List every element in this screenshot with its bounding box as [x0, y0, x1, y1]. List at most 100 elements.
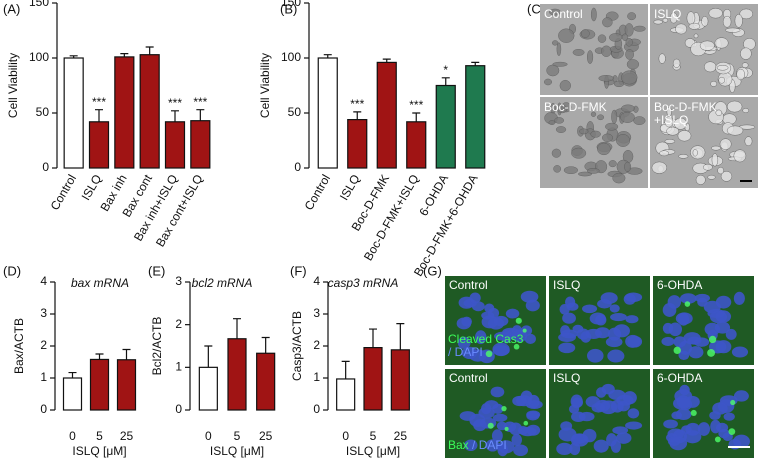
nucleus [697, 422, 711, 436]
bar [406, 121, 427, 169]
x-tick-label: 0 [205, 429, 212, 443]
stain-spot [730, 399, 736, 406]
cell-blob [633, 116, 646, 126]
y-tick-label: 3 [313, 306, 320, 320]
bar [227, 338, 247, 411]
x-tick-label: 5 [370, 429, 377, 443]
y-tick-label: 150 [281, 0, 301, 9]
cell-blob [616, 134, 631, 147]
cell-blob [597, 142, 611, 156]
stain-spot [523, 420, 529, 426]
cell-blob [734, 13, 743, 28]
micrograph-label: +ISLQ [654, 113, 688, 127]
bar [139, 54, 160, 169]
micrograph-label: Boc-D-FMK [544, 100, 607, 114]
cell-blob [664, 139, 676, 144]
x-axis-label: ISLQ [μM] [72, 444, 126, 458]
bar [435, 84, 456, 169]
cell-blob [601, 133, 614, 142]
nucleus [492, 413, 508, 422]
error-bar [196, 109, 205, 121]
nucleus [673, 336, 687, 348]
cell-blob [577, 171, 593, 177]
bar [347, 118, 368, 169]
nucleus [513, 444, 529, 457]
stain-spot [487, 422, 494, 429]
y-axis-label: Bcl2/ACTB [150, 317, 164, 376]
cell-blob [621, 104, 635, 113]
nucleus [456, 317, 472, 330]
nucleus [683, 332, 701, 345]
bar [114, 56, 135, 169]
error-bar [69, 55, 78, 58]
chart-title: bcl2 mRNA [192, 276, 253, 290]
nucleus [525, 299, 540, 312]
x-tick-label: 5 [96, 429, 103, 443]
cell-blob [717, 166, 724, 175]
error-bar [369, 328, 377, 348]
nucleus [733, 291, 745, 305]
cell-blob [597, 34, 607, 43]
cell-blob [739, 8, 754, 20]
nucleus [461, 346, 478, 360]
nucleus [609, 304, 620, 313]
cell-blob [613, 80, 625, 88]
nucleus [697, 297, 708, 307]
nucleus [526, 411, 540, 421]
error-bar [471, 61, 480, 66]
nucleus [731, 346, 749, 358]
bar [256, 352, 276, 411]
nucleus [497, 443, 508, 457]
stain-spot [690, 409, 697, 416]
image-label: Control [449, 371, 488, 385]
cell-blob [555, 126, 567, 133]
nucleus [570, 394, 583, 409]
error-bar [145, 46, 154, 55]
nucleus [491, 429, 503, 443]
nucleus [576, 328, 590, 340]
nucleus [688, 346, 704, 359]
nucleus [610, 313, 627, 322]
bar [88, 121, 110, 169]
y-tick-label: 100 [29, 50, 49, 64]
stain-spot [504, 426, 509, 431]
x-tick-label: ISLQ [337, 172, 363, 203]
micrograph-label: ISLQ [654, 7, 681, 21]
error-bar [441, 77, 450, 86]
y-tick-label: 50 [288, 105, 302, 119]
cell-blob [740, 47, 752, 60]
nucleus [601, 383, 615, 395]
image-label: 6-OHDA [657, 371, 702, 385]
cell-blob [633, 25, 646, 32]
x-tick-label: Control [48, 172, 79, 213]
y-axis-label: Cell Viability [258, 53, 272, 118]
nucleus [562, 312, 576, 324]
bar [62, 377, 83, 411]
image-label: Control [449, 278, 488, 292]
nucleus [505, 308, 520, 319]
x-tick-label: 5 [234, 429, 241, 443]
stain-spot [485, 350, 493, 358]
nucleus [459, 411, 476, 421]
nucleus [512, 395, 527, 407]
stain-spot [522, 328, 527, 333]
image-label: ISLQ [553, 278, 580, 292]
cell-blob [598, 75, 614, 82]
nucleus [591, 402, 606, 413]
panel-label: (G) [423, 263, 442, 278]
cell-blob [602, 17, 613, 28]
error-bar [353, 111, 362, 120]
y-axis-label: Cell Viability [6, 53, 20, 118]
significance: * [443, 63, 448, 77]
cell-blob [711, 153, 719, 167]
nucleus [478, 407, 495, 419]
significance: *** [193, 95, 207, 109]
cell-blob [733, 149, 747, 163]
cell-blob [677, 130, 692, 142]
nucleus [709, 310, 728, 324]
x-tick-label: Control [302, 172, 333, 213]
cell-blob [659, 150, 670, 157]
chart-title: casp3 mRNA [328, 276, 399, 290]
stain-spot [714, 436, 721, 443]
